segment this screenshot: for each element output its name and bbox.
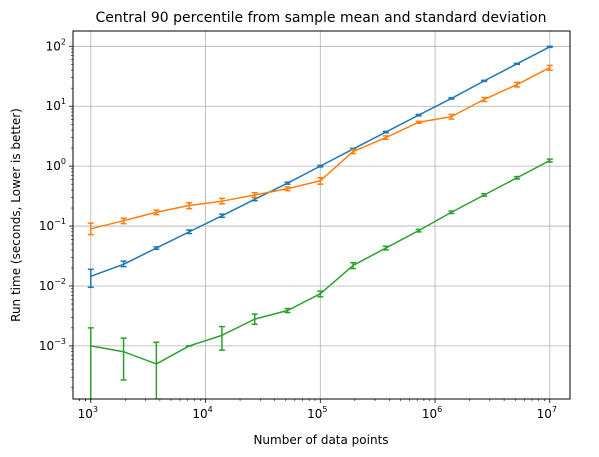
x-tick-label: 103 [78,405,98,421]
series-2 [87,64,553,236]
series-1 [87,45,553,289]
ticks: 103 104 105 106 107 10−3 10−2 10−1 100 101 102 [39,37,557,421]
series-line [90,159,551,365]
series-layer [87,45,553,399]
y-tick-label: 100 [46,157,66,173]
series-line [90,66,551,230]
y-tick-label: 10−2 [39,277,66,293]
y-tick-label: 101 [46,97,66,113]
plot-frame [72,30,571,400]
y-tick-label: 102 [46,37,66,53]
grid [73,31,570,399]
x-axis-label: Number of data points [253,433,388,447]
y-axis-label: Run time (seconds, Lower is better) [9,108,23,322]
series-line [90,46,551,278]
y-tick-label: 10−3 [39,337,66,353]
y-tick-label: 10−1 [39,217,66,233]
x-tick-label: 107 [537,405,557,421]
x-tick-label: 105 [307,405,327,421]
chart-title: Central 90 percentile from sample mean a… [95,10,546,26]
series-3 [87,158,553,399]
x-tick-label: 104 [192,405,212,421]
x-tick-label: 106 [422,405,442,421]
